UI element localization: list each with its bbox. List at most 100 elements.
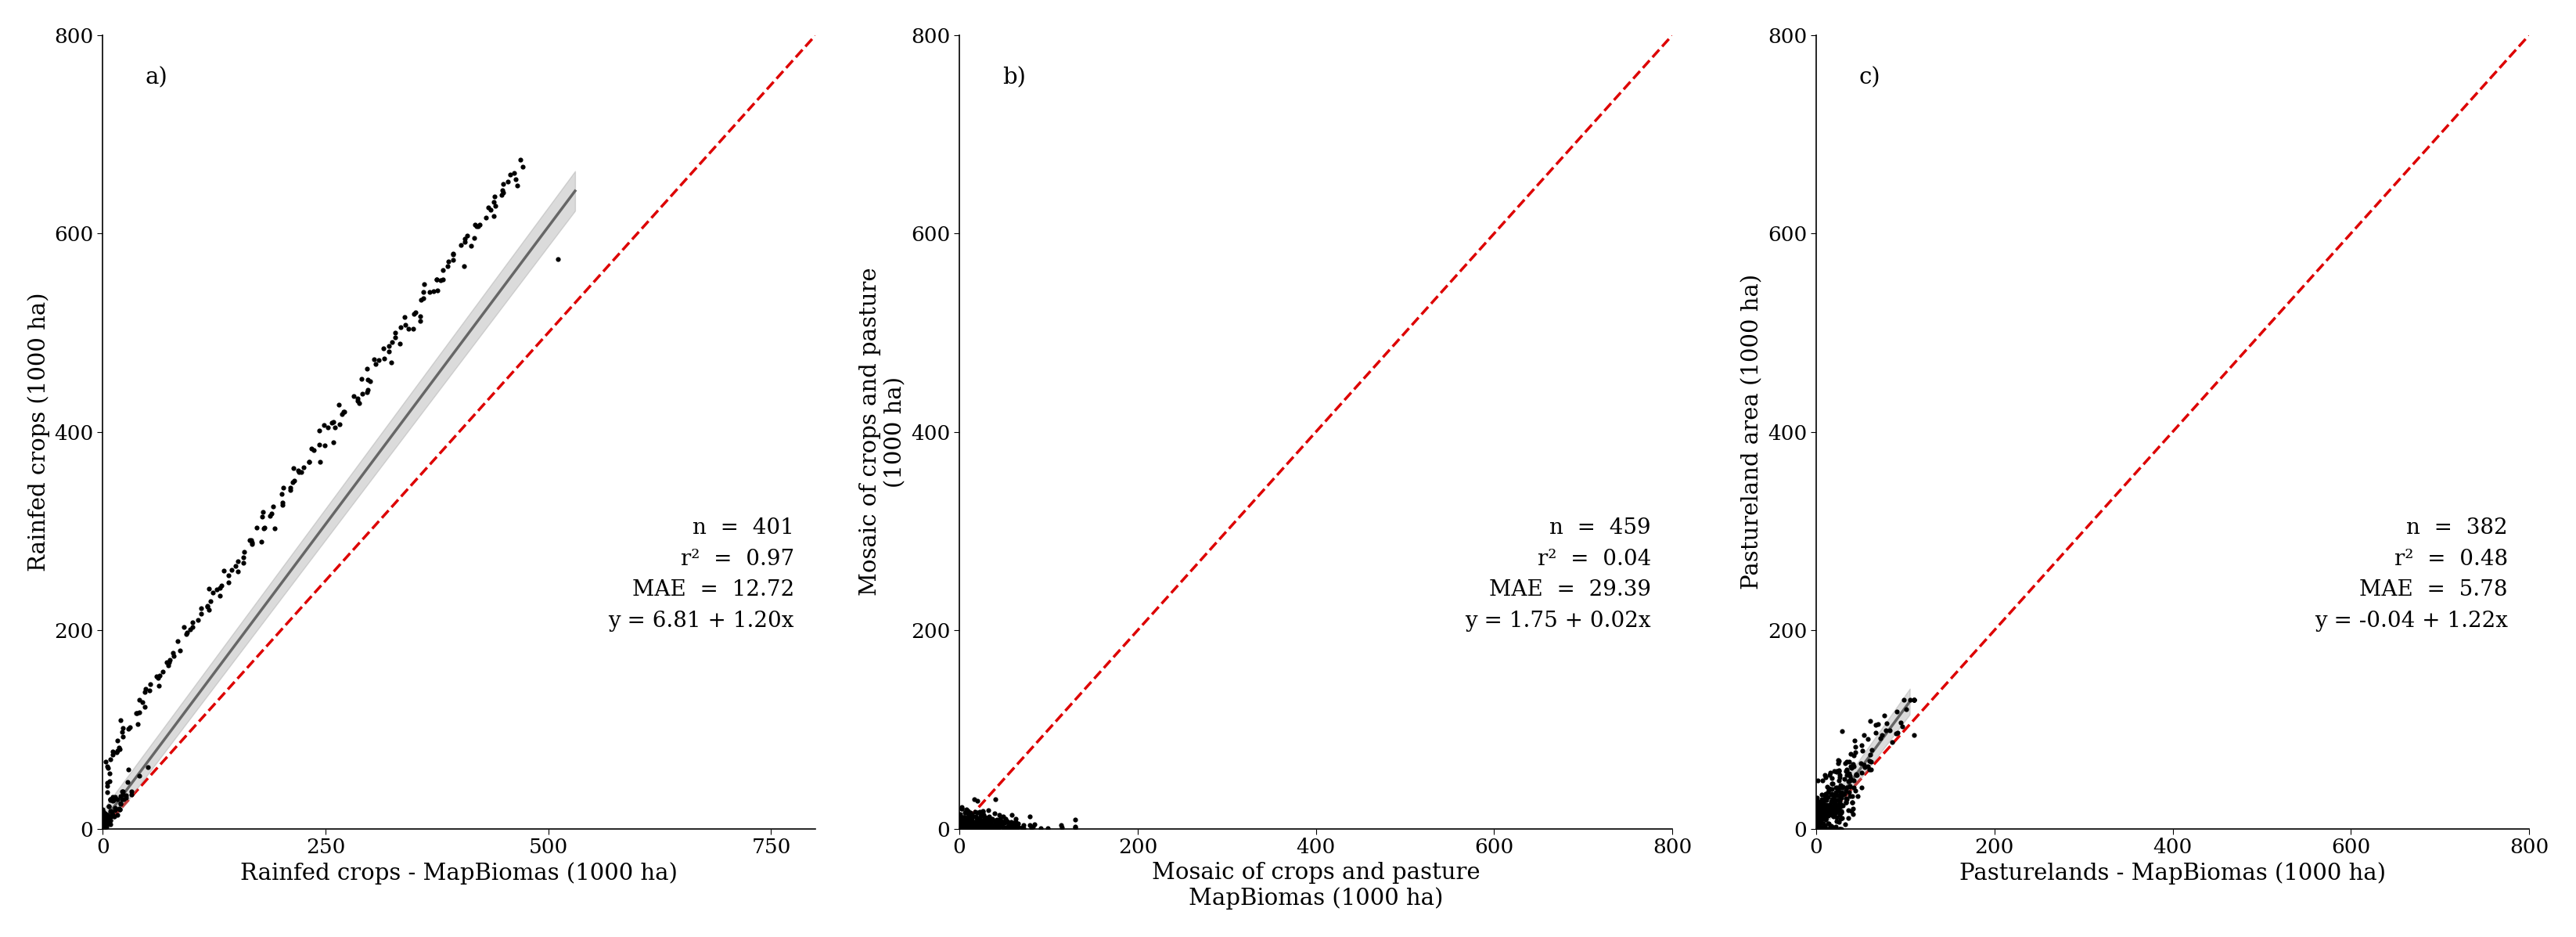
Point [938, 820, 979, 835]
Point [1868, 716, 1909, 731]
Point [1801, 811, 1842, 825]
Y-axis label: Rainfed crops (1000 ha): Rainfed crops (1000 ha) [28, 292, 49, 572]
Point [1801, 796, 1842, 811]
Point [1801, 787, 1842, 802]
Point [232, 532, 273, 547]
Point [118, 768, 160, 783]
Point [1041, 817, 1082, 832]
Point [363, 351, 404, 366]
Point [966, 811, 1007, 825]
Point [129, 683, 170, 698]
Point [1811, 819, 1852, 834]
Point [945, 816, 987, 831]
Point [85, 753, 126, 768]
Point [103, 787, 144, 802]
Point [1811, 781, 1852, 796]
Point [371, 335, 412, 350]
Point [1816, 785, 1857, 800]
Point [951, 812, 992, 827]
Point [1798, 773, 1839, 788]
Point [958, 821, 999, 836]
Point [1803, 807, 1844, 822]
Point [100, 802, 142, 817]
Point [1850, 762, 1891, 777]
Point [100, 724, 142, 739]
Point [1829, 772, 1870, 787]
Point [216, 554, 258, 569]
Text: n  =  382
r²  =  0.48
MAE  =  5.78
y = -0.04 + 1.22x: n = 382 r² = 0.48 MAE = 5.78 y = -0.04 +… [2313, 517, 2509, 632]
Point [1806, 779, 1847, 794]
Point [1819, 753, 1860, 768]
Point [961, 819, 1002, 834]
Point [211, 562, 252, 577]
Point [966, 819, 1007, 834]
Point [1795, 821, 1837, 836]
Point [1803, 808, 1844, 823]
Point [1821, 798, 1862, 813]
Point [147, 655, 188, 670]
Point [103, 784, 144, 799]
Point [1795, 821, 1837, 836]
Point [1821, 787, 1862, 802]
Point [1806, 821, 1847, 836]
Text: a): a) [144, 67, 167, 89]
Point [940, 811, 981, 826]
Point [940, 821, 981, 836]
Point [961, 820, 1002, 835]
Point [193, 585, 234, 600]
Point [1816, 805, 1857, 820]
Point [940, 807, 981, 822]
Point [1808, 821, 1850, 836]
Point [948, 819, 989, 834]
Point [966, 819, 1007, 834]
Point [1834, 759, 1875, 774]
Point [940, 818, 981, 833]
Point [958, 811, 999, 826]
Point [981, 819, 1023, 834]
Point [945, 821, 987, 836]
Point [1803, 821, 1844, 836]
Point [446, 228, 487, 243]
Point [948, 816, 989, 831]
Point [976, 820, 1018, 835]
Point [943, 817, 984, 832]
Point [1819, 811, 1860, 826]
Point [969, 821, 1010, 836]
Point [961, 821, 1002, 836]
Point [495, 171, 536, 186]
Point [953, 792, 994, 807]
Point [981, 814, 1023, 829]
Point [1801, 821, 1842, 836]
Point [1814, 808, 1855, 823]
Point [216, 564, 258, 579]
Point [945, 818, 987, 833]
Point [433, 246, 474, 261]
Point [1801, 821, 1842, 836]
Point [1811, 800, 1852, 815]
Point [118, 692, 160, 707]
Point [1850, 747, 1891, 762]
Point [961, 817, 1002, 832]
Point [1821, 821, 1862, 836]
Point [940, 821, 981, 836]
Point [1801, 810, 1842, 825]
Point [1811, 794, 1852, 809]
Point [489, 168, 531, 183]
Point [1893, 727, 1935, 742]
Point [956, 819, 997, 834]
Point [1795, 821, 1837, 836]
Point [139, 678, 180, 693]
Point [90, 812, 131, 827]
Point [956, 811, 997, 826]
Point [945, 810, 987, 825]
Point [976, 814, 1018, 829]
Point [951, 811, 992, 826]
Point [943, 814, 984, 829]
Point [943, 815, 984, 830]
Point [1814, 797, 1855, 812]
Point [1803, 821, 1844, 836]
Point [363, 341, 404, 356]
X-axis label: Rainfed crops - MapBiomas (1000 ha): Rainfed crops - MapBiomas (1000 ha) [240, 862, 677, 885]
Point [956, 805, 997, 820]
Point [237, 520, 278, 535]
